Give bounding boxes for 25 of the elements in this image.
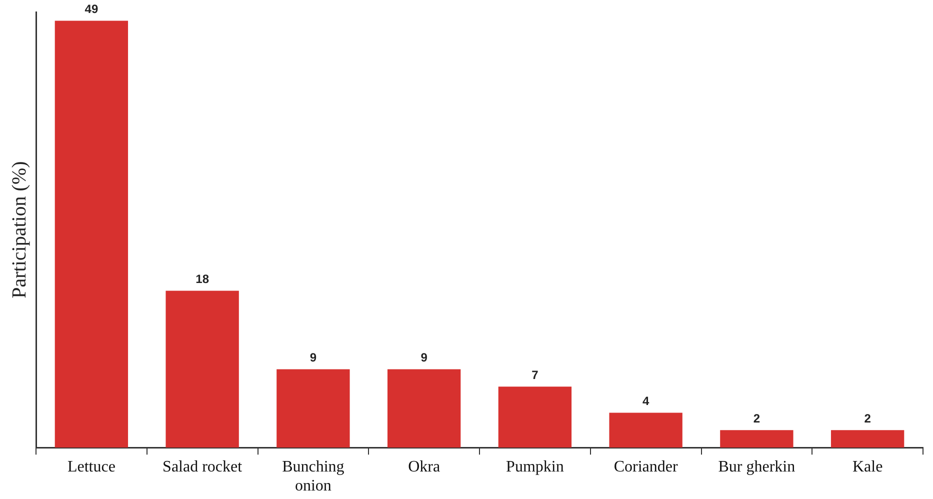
bar	[498, 386, 572, 448]
data-label: 49	[84, 2, 98, 16]
bar	[276, 369, 350, 448]
x-tick-label: Bur gherkin	[718, 458, 796, 476]
x-tick-label: Lettuce	[67, 458, 116, 476]
x-tick-label: Bunching onion	[282, 458, 344, 495]
x-tick-label: Salad rocket	[162, 458, 243, 476]
x-tick-label: Coriander	[614, 458, 678, 476]
bar	[720, 430, 794, 448]
bar	[166, 290, 239, 448]
bar	[54, 20, 128, 448]
data-label: 2	[753, 411, 760, 426]
data-label: 4	[642, 394, 650, 408]
data-label: 7	[532, 368, 539, 382]
x-tick-label: Kale	[852, 458, 883, 476]
data-label: 2	[864, 411, 872, 426]
y-axis-title: Participation (%)	[8, 161, 30, 298]
x-tick-label: Pumpkin	[506, 458, 564, 476]
bar	[830, 430, 904, 448]
data-label: 9	[310, 350, 317, 365]
data-label: 9	[420, 350, 428, 365]
bar	[609, 412, 682, 448]
data-label: 18	[196, 272, 210, 286]
bar	[387, 369, 461, 448]
x-tick-label: Okra	[408, 458, 440, 476]
